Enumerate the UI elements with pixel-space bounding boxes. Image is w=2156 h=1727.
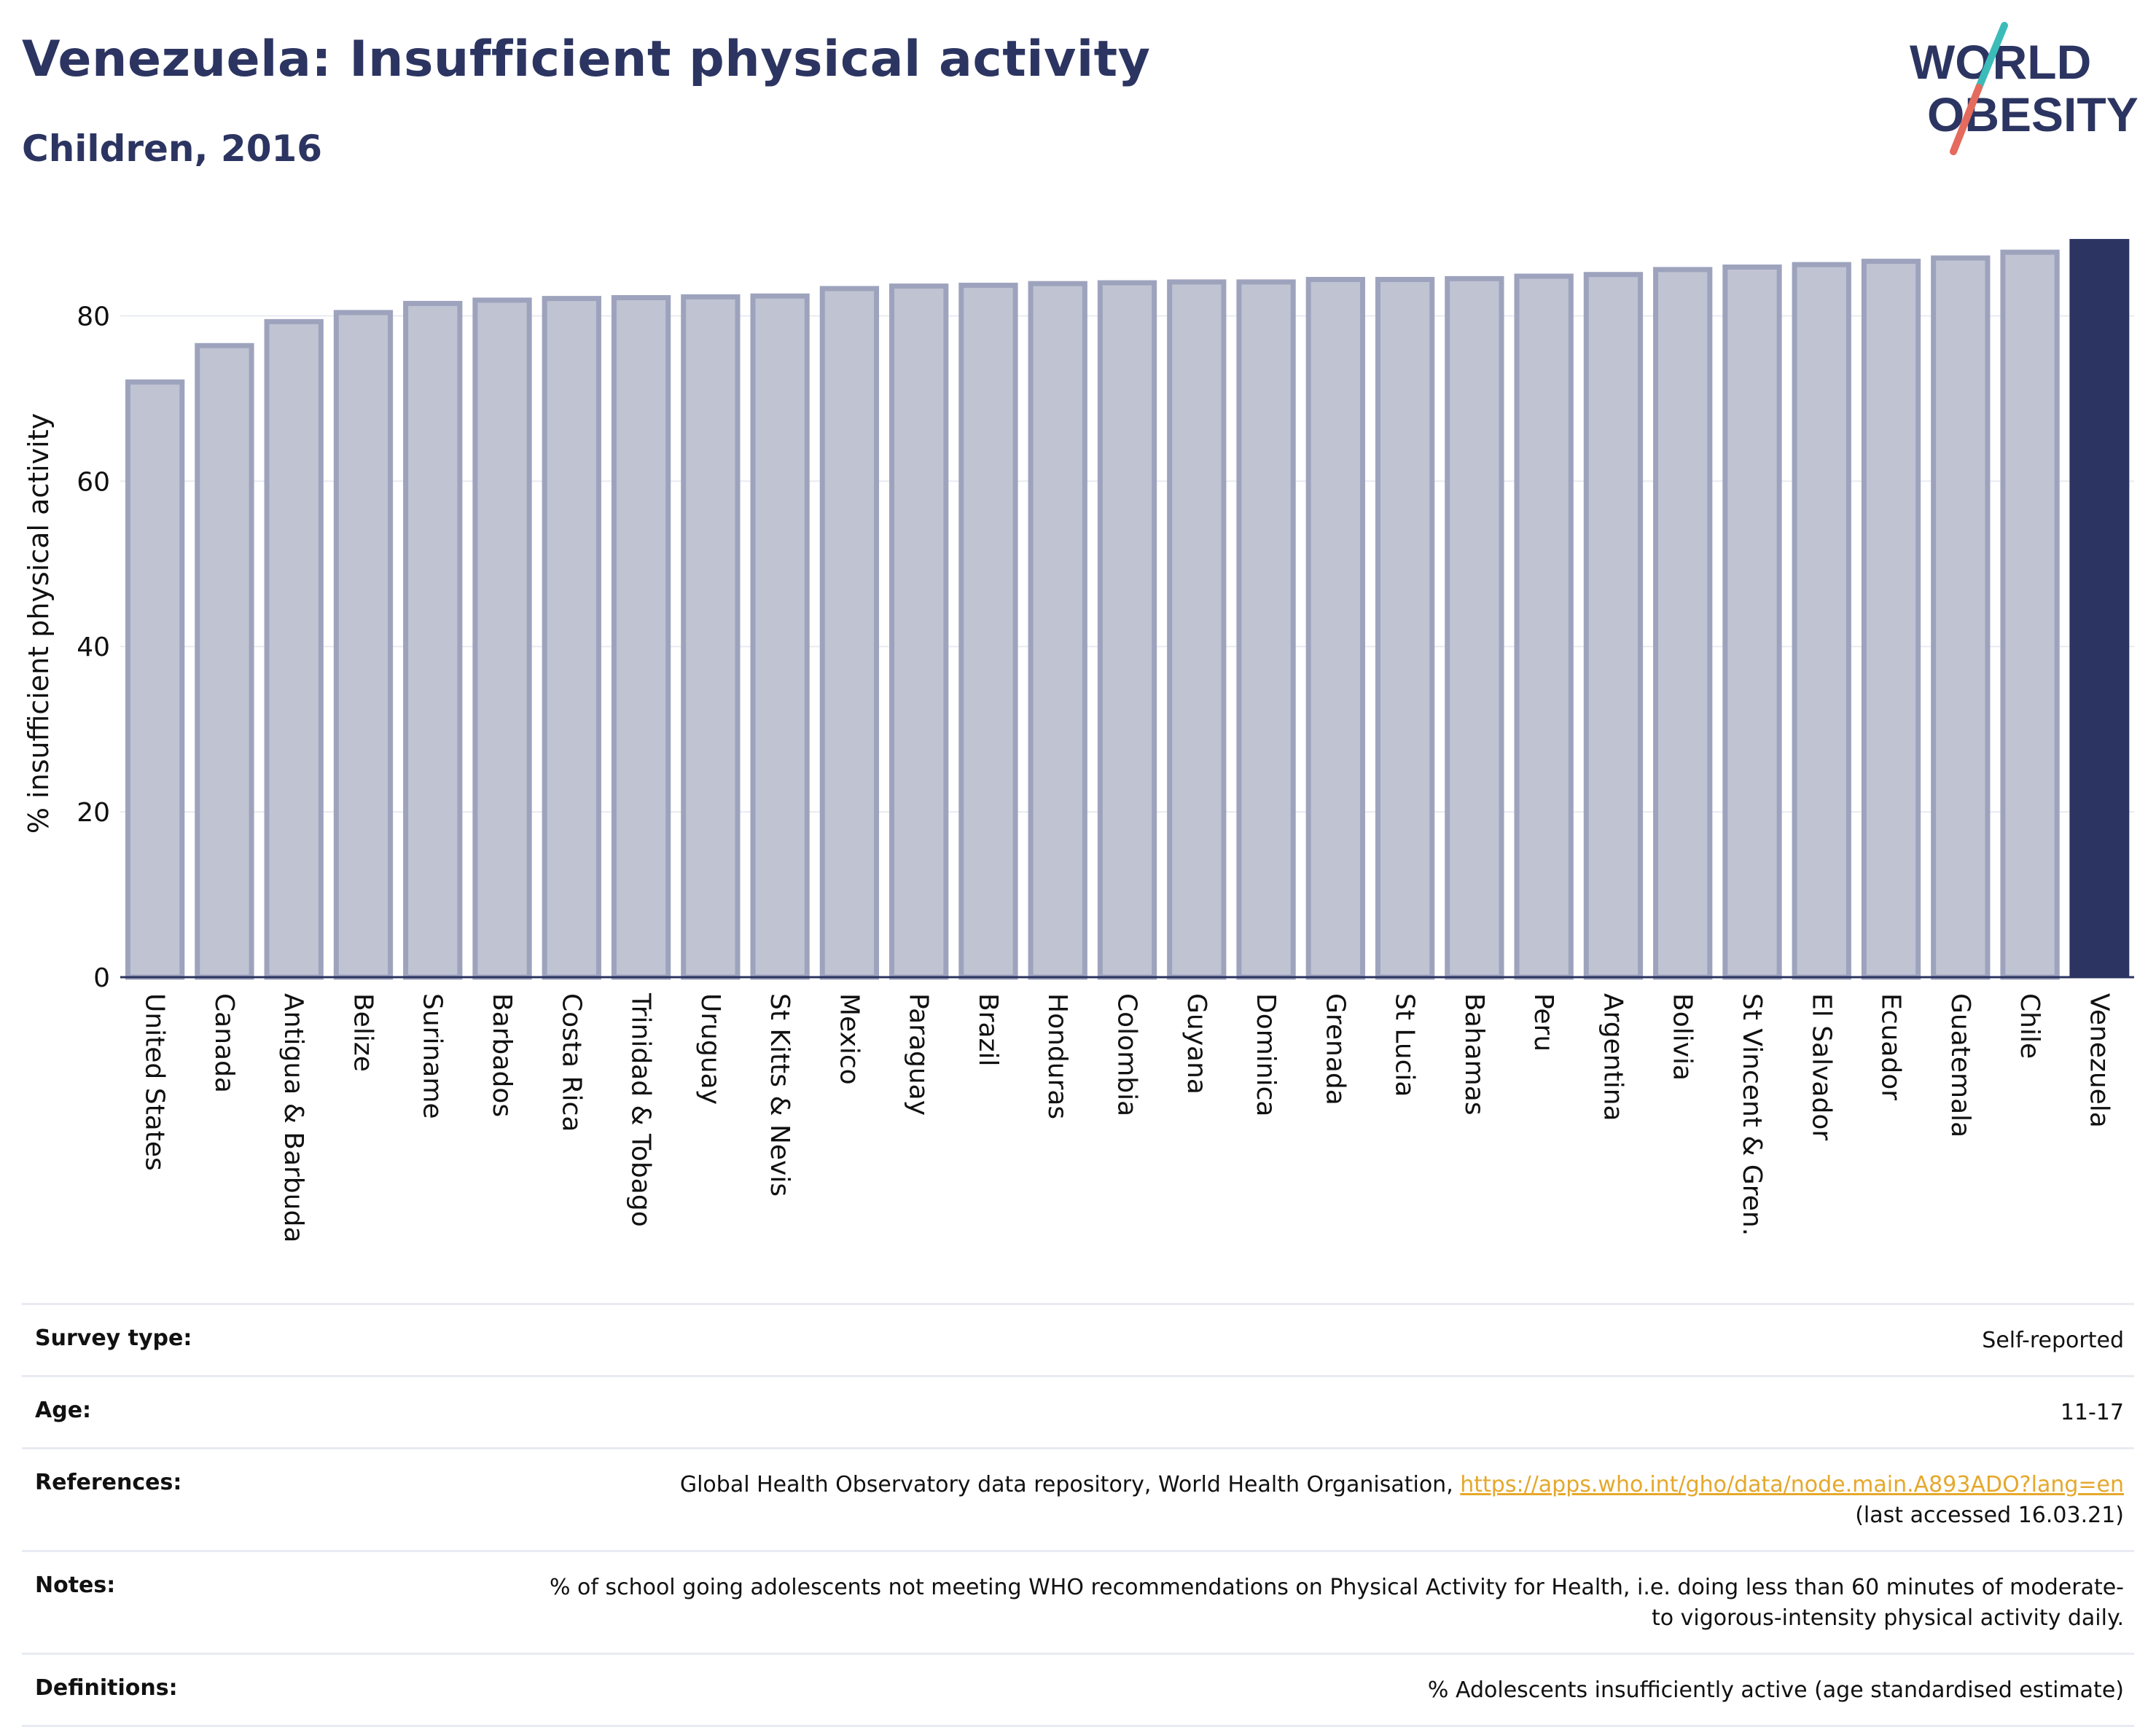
x-tick-label: Venezuela [2084, 993, 2114, 1128]
x-tick-label: Bahamas [1459, 993, 1489, 1116]
info-row-age: Age: 11-17 [22, 1375, 2134, 1447]
survey-type-label: Survey type: [35, 1325, 192, 1351]
chart-subtitle: Children, 2016 [22, 128, 323, 170]
bar-st-vincent-gren- [1722, 265, 1782, 980]
bar-united-states [125, 379, 185, 980]
x-tick-label: United States [140, 993, 170, 1171]
bar-honduras [1028, 281, 1087, 980]
y-tick-label: 40 [77, 633, 110, 662]
x-tick-label: St Vincent & Gren. [1737, 993, 1767, 1236]
x-tick-label: El Salvador [1806, 993, 1836, 1140]
age-value: 11-17 [2060, 1400, 2124, 1425]
references-value: Global Health Observatory data repositor… [680, 1470, 2124, 1531]
bar-suriname [403, 300, 463, 980]
bar-paraguay [889, 283, 949, 980]
info-row-references: References: Global Health Observatory da… [22, 1447, 2134, 1550]
x-tick-label: Brazil [973, 993, 1003, 1066]
y-tick-labels: 0 20 40 60 80 [77, 302, 110, 993]
bar-st-kitts-nevis [750, 293, 810, 980]
bar-st-lucia [1375, 277, 1435, 980]
survey-type-value: Self-reported [1982, 1328, 2124, 1353]
info-row-survey-type: Survey type: Self-reported [22, 1303, 2134, 1375]
y-tick-label: 20 [77, 798, 110, 828]
bar-el-salvador [1792, 262, 1851, 980]
y-axis-label: % insufficient physical activity [23, 413, 55, 834]
bar-bolivia [1653, 267, 1713, 980]
bar-uruguay [681, 294, 741, 980]
x-tick-label: Uruguay [695, 993, 725, 1105]
x-tick-label: Barbados [487, 993, 517, 1117]
x-tick-labels: United States Canada Antigua & Barbuda Beli… [140, 992, 2114, 1242]
info-row-definitions: Definitions: % Adolescents insufficientl… [22, 1653, 2134, 1727]
x-tick-label: Dominica [1251, 993, 1281, 1117]
x-tick-label: Guatemala [1945, 993, 1975, 1137]
x-tick-label: Colombia [1112, 993, 1142, 1116]
references-accessed: (last accessed 16.03.21) [1855, 1503, 2124, 1528]
chart-title: Venezuela: Insufficient physical activit… [22, 31, 1151, 88]
x-tick-label: St Kitts & Nevis [765, 993, 794, 1197]
bar-bahamas [1445, 275, 1504, 980]
x-tick-label: Ecuador [1876, 993, 1906, 1100]
age-label: Age: [35, 1398, 92, 1423]
bar-costa-rica [542, 296, 601, 980]
references-label: References: [35, 1470, 182, 1495]
notes-label: Notes: [35, 1573, 116, 1598]
bar-argentina [1583, 272, 1644, 980]
bar-grenada [1305, 277, 1365, 980]
x-tick-label: Belize [348, 993, 378, 1072]
bar-mexico [819, 286, 880, 980]
x-tick-label: Chile [2015, 993, 2044, 1059]
x-tick-label: Honduras [1042, 993, 1072, 1119]
bar-colombia [1097, 280, 1157, 980]
x-tick-label: Grenada [1320, 993, 1350, 1105]
bar-belize [333, 310, 394, 980]
bar-venezuela [2069, 238, 2130, 977]
bar-dominica [1236, 279, 1296, 980]
references-link[interactable]: https://apps.who.int/gho/data/node.main.… [1460, 1472, 2124, 1497]
x-tick-label: Antigua & Barbuda [278, 993, 308, 1242]
bars [125, 238, 2130, 980]
definitions-label: Definitions: [35, 1675, 178, 1701]
x-tick-label: Peru [1528, 993, 1558, 1052]
bar-chart: 0 20 40 60 80 United States Canada Antigua & B… [23, 238, 2134, 1242]
bar-trinidad-tobago [611, 294, 671, 980]
x-tick-label: St Lucia [1390, 993, 1420, 1097]
x-tick-label: Suriname [418, 993, 448, 1119]
x-tick-label: Guyana [1181, 993, 1211, 1094]
x-tick-label: Canada [209, 993, 239, 1093]
bar-antigua-barbuda [264, 318, 324, 980]
definitions-value: % Adolescents insufficiently active (age… [1427, 1677, 2124, 1703]
world-obesity-logo: WORLD OBESITY [1910, 22, 2139, 155]
bar-peru [1514, 273, 1574, 980]
bar-brazil [958, 282, 1018, 980]
y-tick-label: 60 [77, 467, 110, 497]
bar-chile [2000, 249, 2060, 980]
logo-slash-bottom [1950, 84, 1983, 155]
bar-guatemala [1931, 255, 1991, 980]
bar-guyana [1167, 279, 1227, 980]
y-tick-label: 80 [77, 302, 110, 332]
x-tick-label: Trinidad & Tobago [626, 992, 656, 1227]
references-text: Global Health Observatory data repositor… [679, 1472, 1461, 1497]
info-row-notes: Notes: % of school going adolescents not… [22, 1550, 2134, 1653]
bar-canada [195, 342, 254, 980]
logo-slash-top [1975, 22, 2008, 91]
info-table: Survey type: Self-reported Age: 11-17 Re… [22, 1303, 2134, 1727]
x-tick-label: Costa Rica [556, 993, 586, 1132]
x-tick-label: Paraguay [904, 993, 934, 1116]
x-tick-label: Mexico [834, 993, 864, 1085]
x-tick-label: Argentina [1598, 993, 1628, 1121]
x-tick-label: Bolivia [1668, 993, 1698, 1081]
notes-value: % of school going adolescents not meetin… [549, 1575, 2124, 1631]
bar-ecuador [1861, 259, 1921, 980]
y-tick-label: 0 [93, 963, 110, 993]
bar-barbados [472, 297, 532, 980]
